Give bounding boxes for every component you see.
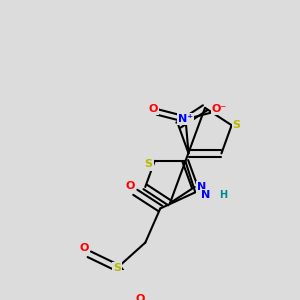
- Text: S: S: [145, 159, 153, 170]
- Text: N⁺: N⁺: [178, 114, 193, 124]
- Text: S: S: [232, 120, 241, 130]
- Text: O: O: [126, 181, 135, 191]
- Text: O: O: [136, 294, 145, 300]
- Text: O: O: [149, 104, 158, 114]
- Text: S: S: [113, 263, 121, 273]
- Text: N: N: [197, 182, 206, 192]
- Text: O: O: [80, 243, 89, 253]
- Text: H: H: [219, 190, 227, 200]
- Text: O⁻: O⁻: [212, 104, 227, 114]
- Text: N: N: [201, 190, 210, 200]
